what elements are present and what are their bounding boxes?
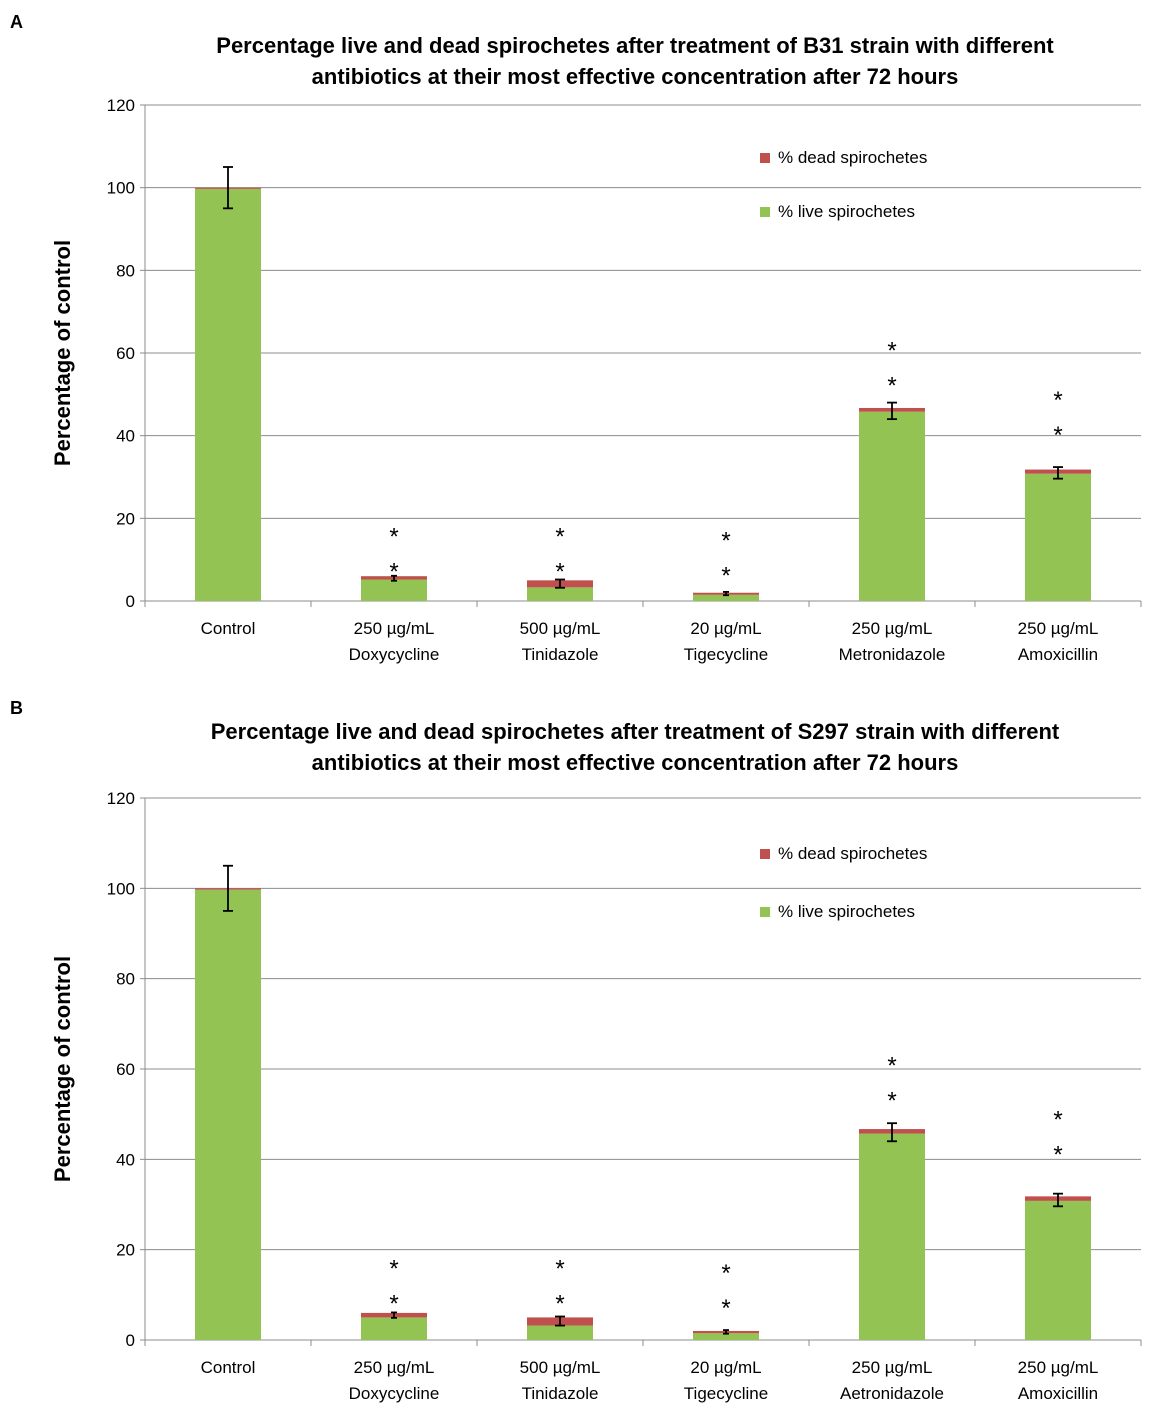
significance-asterisk: *	[389, 524, 398, 551]
bar-live	[527, 1325, 593, 1340]
significance-asterisk: *	[555, 524, 564, 551]
x-tick-label: 20 µg/mL	[690, 1358, 761, 1377]
y-tick-label: 20	[116, 1241, 135, 1260]
legend-swatch	[760, 207, 770, 217]
y-tick-label: 60	[116, 344, 135, 363]
significance-asterisk: *	[721, 1260, 730, 1287]
chart-title-line: antibiotics at their most effective conc…	[311, 750, 959, 775]
panel-label: A	[10, 12, 23, 32]
x-tick-label: 250 µg/mL	[852, 1358, 933, 1377]
x-tick-label: 500 µg/mL	[520, 1358, 601, 1377]
chart-title-line: Percentage live and dead spirochetes aft…	[210, 719, 1060, 744]
bar-live	[361, 579, 427, 601]
significance-asterisk: *	[1053, 1107, 1062, 1134]
y-tick-label: 100	[107, 179, 135, 198]
x-tick-label: 250 µg/mL	[1018, 1358, 1099, 1377]
significance-asterisk: *	[721, 563, 730, 590]
x-tick-label: Tinidazole	[522, 1384, 599, 1403]
bar-live	[693, 1333, 759, 1340]
x-tick-label: Tigecycline	[684, 645, 768, 664]
panel-label: B	[10, 698, 23, 718]
significance-asterisk: *	[555, 559, 564, 586]
x-tick-label: Control	[201, 619, 256, 638]
x-tick-label: 20 µg/mL	[690, 619, 761, 638]
x-tick-label: 500 µg/mL	[520, 619, 601, 638]
panel-a: A Percentage live and dead spirochetes a…	[0, 0, 1150, 700]
significance-asterisk: *	[887, 1052, 896, 1079]
x-tick-label: Amoxicillin	[1018, 645, 1098, 664]
legend-label: % dead spirochetes	[778, 148, 927, 167]
bar-live	[693, 594, 759, 601]
significance-asterisk: *	[887, 373, 896, 400]
significance-asterisk: *	[887, 338, 896, 365]
x-tick-label: Amoxicillin	[1018, 1384, 1098, 1403]
x-tick-label: Control	[201, 1358, 256, 1377]
significance-asterisk: *	[389, 1256, 398, 1283]
significance-asterisk: *	[555, 1256, 564, 1283]
legend-swatch	[760, 153, 770, 163]
y-tick-label: 120	[107, 96, 135, 115]
bar-live	[1025, 473, 1091, 601]
x-tick-label: 250 µg/mL	[354, 619, 435, 638]
x-tick-label: 250 µg/mL	[1018, 619, 1099, 638]
significance-asterisk: *	[389, 559, 398, 586]
bar-live	[859, 411, 925, 601]
bar-live	[527, 587, 593, 601]
y-tick-label: 40	[116, 427, 135, 446]
legend-swatch	[760, 907, 770, 917]
chart-title: Percentage live and dead spirochetes aft…	[120, 716, 1150, 778]
y-tick-label: 80	[116, 261, 135, 280]
significance-asterisk: *	[1053, 1142, 1062, 1169]
bar-chart-a: 0 20 40 60 80 100 120 Percentage of control Cont…	[50, 96, 1142, 664]
chart-title-line: Percentage live and dead spirochetes aft…	[216, 33, 1054, 58]
legend-label: % live spirochetes	[778, 202, 915, 221]
legend-label: % dead spirochetes	[778, 844, 927, 863]
x-tick-label: Doxycycline	[349, 645, 440, 664]
bar-live	[1025, 1200, 1091, 1340]
bar-live	[195, 188, 261, 601]
bar-live	[195, 889, 261, 1340]
significance-asterisk: *	[887, 1087, 896, 1114]
legend-label: % live spirochetes	[778, 902, 915, 921]
y-tick-label: 0	[126, 592, 135, 611]
chart-title: Percentage live and dead spirochetes aft…	[120, 30, 1150, 92]
bar-live	[859, 1133, 925, 1340]
chart-title-line: antibiotics at their most effective conc…	[311, 64, 959, 89]
significance-asterisk: *	[555, 1291, 564, 1318]
significance-asterisk: *	[721, 528, 730, 555]
y-tick-label: 80	[116, 970, 135, 989]
significance-asterisk: *	[721, 1295, 730, 1322]
y-tick-label: 40	[116, 1150, 135, 1169]
x-tick-label: Tigecycline	[684, 1384, 768, 1403]
x-tick-label: 250 µg/mL	[354, 1358, 435, 1377]
bar-live	[361, 1317, 427, 1340]
y-tick-label: 120	[107, 789, 135, 808]
significance-asterisk: *	[1053, 422, 1062, 449]
y-tick-label: 0	[126, 1331, 135, 1350]
y-tick-label: 100	[107, 879, 135, 898]
x-tick-label: Doxycycline	[349, 1384, 440, 1403]
y-tick-label: 20	[116, 509, 135, 528]
legend-swatch	[760, 849, 770, 859]
y-tick-label: 60	[116, 1060, 135, 1079]
y-axis-label: Percentage of control	[50, 240, 75, 466]
x-tick-label: Aetronidazole	[840, 1384, 944, 1403]
significance-asterisk: *	[1053, 387, 1062, 414]
x-tick-label: Metronidazole	[839, 645, 946, 664]
y-axis-label: Percentage of control	[50, 956, 75, 1182]
x-tick-label: Tinidazole	[522, 645, 599, 664]
x-tick-label: 250 µg/mL	[852, 619, 933, 638]
significance-asterisk: *	[389, 1291, 398, 1318]
